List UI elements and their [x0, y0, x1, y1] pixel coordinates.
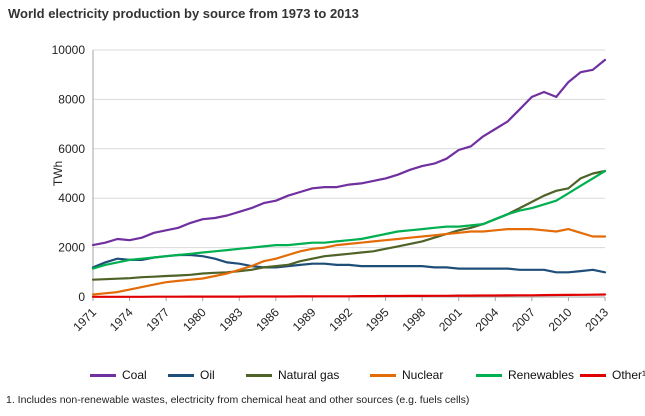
- x-tick-label: 2004: [473, 305, 502, 334]
- y-tick-label: 4000: [58, 191, 85, 205]
- y-tick-label: 10000: [52, 43, 86, 57]
- series-line-natural-gas: [91, 169, 607, 281]
- x-tick-label: 2001: [436, 305, 465, 334]
- x-tick-label: 1986: [253, 305, 282, 334]
- x-tick-label: 1980: [180, 305, 209, 334]
- legend-label: Renewables: [508, 368, 575, 382]
- legend-swatch: [476, 373, 502, 377]
- series-line-other: [91, 293, 607, 298]
- gridlines: [93, 49, 605, 298]
- legend-swatch: [580, 373, 606, 377]
- legend-swatch: [370, 373, 396, 377]
- x-tick-label: 1974: [107, 305, 136, 334]
- axes: [92, 50, 606, 301]
- x-tick-label: 1992: [326, 305, 355, 334]
- series-line-oil: [91, 253, 607, 274]
- x-tick-label: 1977: [143, 305, 172, 334]
- x-tick-label: 2007: [509, 305, 538, 334]
- x-tick-label: 2013: [582, 305, 611, 334]
- series-line-coal: [91, 58, 607, 247]
- legend-swatch: [168, 373, 194, 377]
- series-line-renewables: [91, 169, 607, 270]
- x-tick-label: 1995: [363, 305, 392, 334]
- chart-title: World electricity production by source f…: [8, 6, 359, 21]
- y-tick-label: 0: [78, 290, 85, 304]
- x-tick-label: 2010: [546, 305, 575, 334]
- legend-label: Other¹: [612, 368, 645, 382]
- legend-item: Other¹: [580, 368, 645, 382]
- x-tick-label: 1971: [70, 305, 99, 334]
- x-tick-labels: 1971 1974 1977 1980 1983 1986 1989 1992 1995 1998…: [70, 305, 611, 334]
- x-tick-label: 1983: [217, 305, 246, 334]
- x-tick-label: 1989: [290, 305, 319, 334]
- series-lines: [91, 58, 607, 298]
- legend: Coal Oil Natural gas Nuclear Renewables Other…: [0, 368, 645, 386]
- y-axis-title: TWh: [51, 161, 65, 186]
- y-tick-labels: 0 2000 4000 6000 8000 10000: [52, 43, 86, 304]
- legend-label: Oil: [200, 368, 215, 382]
- y-tick-label: 2000: [58, 241, 85, 255]
- legend-label: Natural gas: [278, 368, 340, 382]
- legend-item: Nuclear: [370, 368, 443, 382]
- y-tick-label: 6000: [58, 142, 85, 156]
- footnote: 1. Includes non-renewable wastes, electr…: [6, 394, 470, 406]
- legend-label: Coal: [122, 368, 147, 382]
- legend-swatch: [246, 373, 272, 377]
- series-line-nuclear: [91, 228, 607, 296]
- legend-item: Coal: [90, 368, 147, 382]
- legend-swatch: [90, 373, 116, 377]
- legend-item: Renewables: [476, 368, 574, 382]
- y-tick-label: 8000: [58, 92, 85, 106]
- legend-item: Natural gas: [246, 368, 339, 382]
- legend-item: Oil: [168, 368, 215, 382]
- x-tick-label: 1998: [399, 305, 428, 334]
- legend-label: Nuclear: [402, 368, 444, 382]
